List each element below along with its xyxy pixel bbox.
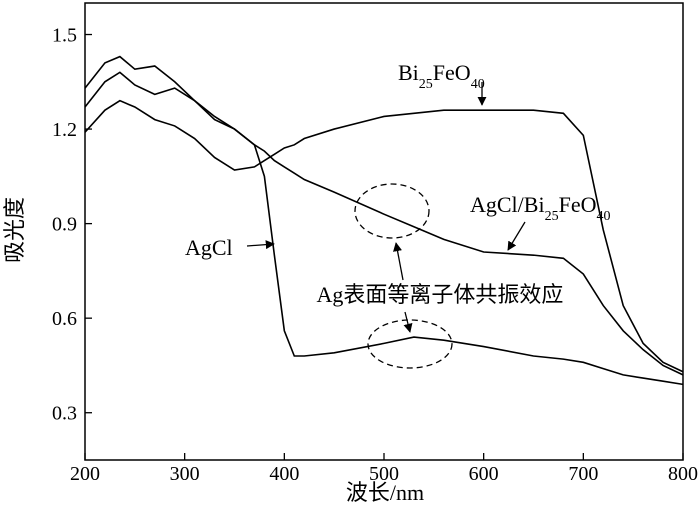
series-label: AgCl <box>185 235 233 260</box>
x-tick-label: 300 <box>170 463 200 485</box>
series-label: Bi25FeO40 <box>398 60 485 92</box>
annotation: Ag表面等离子体共振效应 <box>317 282 564 307</box>
x-tick-label: 500 <box>369 463 399 485</box>
x-tick-label: 700 <box>568 463 598 485</box>
x-tick-label: 400 <box>269 463 299 485</box>
ellipse <box>367 319 453 369</box>
series-line <box>84 99 684 373</box>
x-tick-label: 600 <box>469 463 499 485</box>
y-tick-label: 0.3 <box>52 403 77 425</box>
x-tick-label: 200 <box>70 463 100 485</box>
y-tick-label: 1.2 <box>52 119 77 141</box>
plot-frame <box>84 2 684 461</box>
arrow <box>507 221 526 251</box>
y-tick-label: 0.6 <box>52 308 77 330</box>
y-axis-label: 吸光度 <box>2 197 27 263</box>
x-axis-label: 波长/nm <box>346 480 424 505</box>
x-tick-label: 800 <box>668 463 698 485</box>
ellipse <box>354 183 430 239</box>
series-line <box>84 71 684 376</box>
arrow <box>393 242 404 281</box>
arrow <box>403 311 413 333</box>
arrow <box>246 240 275 250</box>
y-tick-label: 0.9 <box>52 214 77 236</box>
series-label: AgCl/Bi25FeO40 <box>470 192 610 224</box>
series-line <box>84 55 684 386</box>
y-tick-label: 1.5 <box>52 25 77 47</box>
